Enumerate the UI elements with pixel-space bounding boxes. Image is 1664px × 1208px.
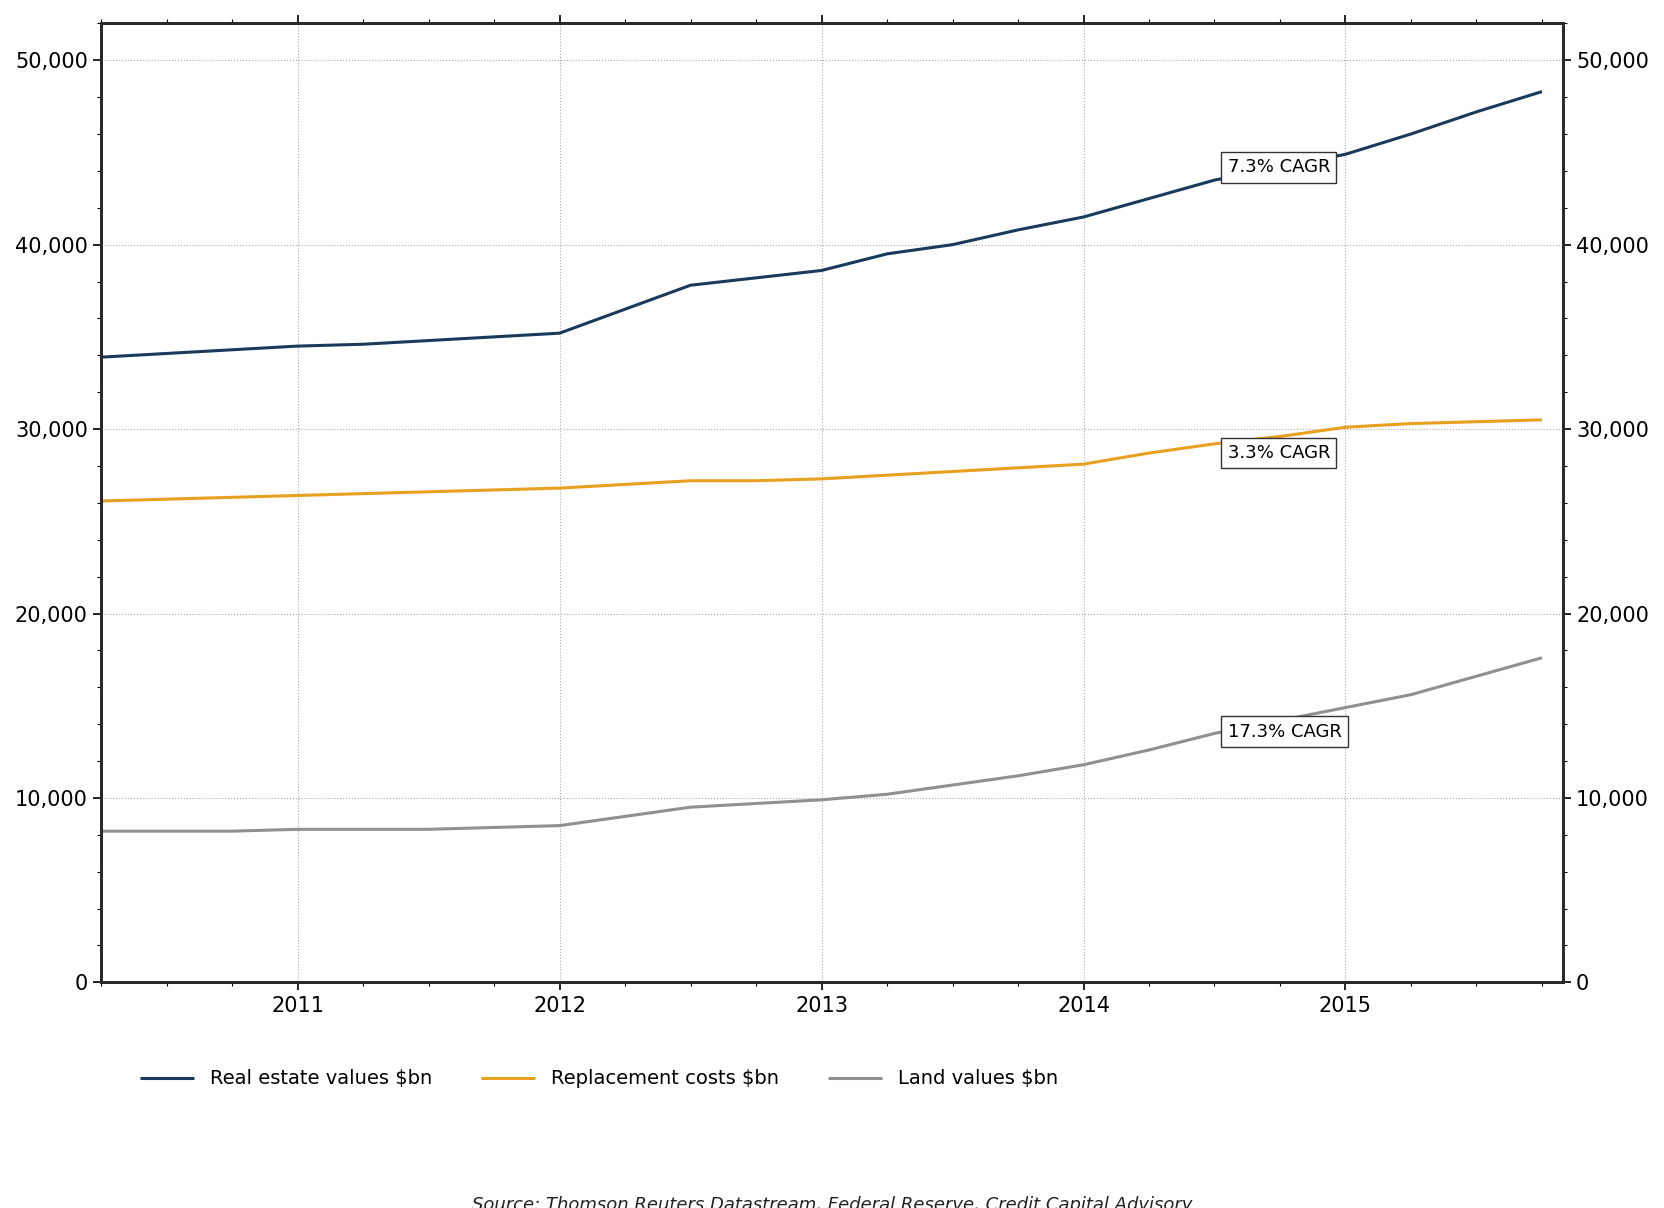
Replacement costs $bn — [942, 464, 962, 478]
Land values $bn — [353, 823, 373, 837]
Real estate values $bn — [288, 338, 308, 353]
Replacement costs $bn — [812, 471, 832, 486]
Real estate values $bn — [419, 333, 439, 348]
Land values $bn — [1336, 701, 1356, 715]
Replacement costs $bn — [1140, 446, 1160, 460]
Line: Real estate values $bn: Real estate values $bn — [102, 92, 1543, 358]
Real estate values $bn — [1270, 159, 1290, 174]
Land values $bn — [616, 809, 636, 824]
Real estate values $bn — [1401, 127, 1421, 141]
Land values $bn — [1140, 743, 1160, 757]
Land values $bn — [1008, 768, 1028, 783]
Real estate values $bn — [484, 330, 504, 344]
Real estate values $bn — [353, 337, 373, 352]
Replacement costs $bn — [1270, 429, 1290, 443]
Replacement costs $bn — [92, 494, 111, 509]
Real estate values $bn — [1140, 191, 1160, 205]
Real estate values $bn — [1205, 173, 1225, 187]
Real estate values $bn — [156, 347, 176, 361]
Land values $bn — [156, 824, 176, 838]
Replacement costs $bn — [419, 484, 439, 499]
Land values $bn — [877, 788, 897, 802]
Replacement costs $bn — [221, 490, 241, 505]
Replacement costs $bn — [288, 488, 308, 503]
Land values $bn — [942, 778, 962, 792]
Land values $bn — [1073, 757, 1093, 772]
Land values $bn — [681, 800, 701, 814]
Replacement costs $bn — [1533, 413, 1553, 428]
Land values $bn — [484, 820, 504, 835]
Land values $bn — [1466, 669, 1486, 684]
Real estate values $bn — [812, 263, 832, 278]
Real estate values $bn — [1533, 85, 1553, 99]
Land values $bn — [549, 818, 569, 832]
Real estate values $bn — [549, 326, 569, 341]
Replacement costs $bn — [484, 483, 504, 498]
Replacement costs $bn — [156, 492, 176, 506]
Line: Replacement costs $bn: Replacement costs $bn — [102, 420, 1543, 501]
Land values $bn — [288, 823, 308, 837]
Text: 17.3% CAGR: 17.3% CAGR — [1228, 722, 1341, 741]
Replacement costs $bn — [549, 481, 569, 495]
Text: 3.3% CAGR: 3.3% CAGR — [1228, 445, 1330, 463]
Land values $bn — [419, 823, 439, 837]
Real estate values $bn — [1336, 147, 1356, 162]
Real estate values $bn — [616, 302, 636, 316]
Replacement costs $bn — [877, 467, 897, 482]
Real estate values $bn — [681, 278, 701, 292]
Replacement costs $bn — [1466, 414, 1486, 429]
Replacement costs $bn — [353, 487, 373, 501]
Land values $bn — [745, 796, 765, 811]
Replacement costs $bn — [1073, 457, 1093, 471]
Text: 7.3% CAGR: 7.3% CAGR — [1228, 158, 1330, 176]
Real estate values $bn — [92, 350, 111, 365]
Text: Source: Thomson Reuters Datastream, Federal Reserve, Credit Capital Advisory: Source: Thomson Reuters Datastream, Fede… — [473, 1196, 1191, 1208]
Line: Land values $bn: Land values $bn — [102, 658, 1543, 831]
Real estate values $bn — [221, 343, 241, 358]
Real estate values $bn — [1008, 222, 1028, 237]
Real estate values $bn — [1466, 105, 1486, 120]
Land values $bn — [1533, 651, 1553, 666]
Land values $bn — [812, 792, 832, 807]
Replacement costs $bn — [1205, 436, 1225, 451]
Replacement costs $bn — [616, 477, 636, 492]
Replacement costs $bn — [1008, 460, 1028, 475]
Land values $bn — [92, 824, 111, 838]
Real estate values $bn — [877, 246, 897, 261]
Replacement costs $bn — [745, 474, 765, 488]
Land values $bn — [1205, 726, 1225, 741]
Land values $bn — [221, 824, 241, 838]
Replacement costs $bn — [1336, 420, 1356, 435]
Legend: Real estate values $bn, Replacement costs $bn, Land values $bn: Real estate values $bn, Replacement cost… — [140, 1069, 1058, 1087]
Real estate values $bn — [745, 271, 765, 285]
Replacement costs $bn — [1401, 417, 1421, 431]
Land values $bn — [1401, 687, 1421, 702]
Real estate values $bn — [1073, 210, 1093, 225]
Real estate values $bn — [942, 238, 962, 252]
Replacement costs $bn — [681, 474, 701, 488]
Land values $bn — [1270, 713, 1290, 727]
